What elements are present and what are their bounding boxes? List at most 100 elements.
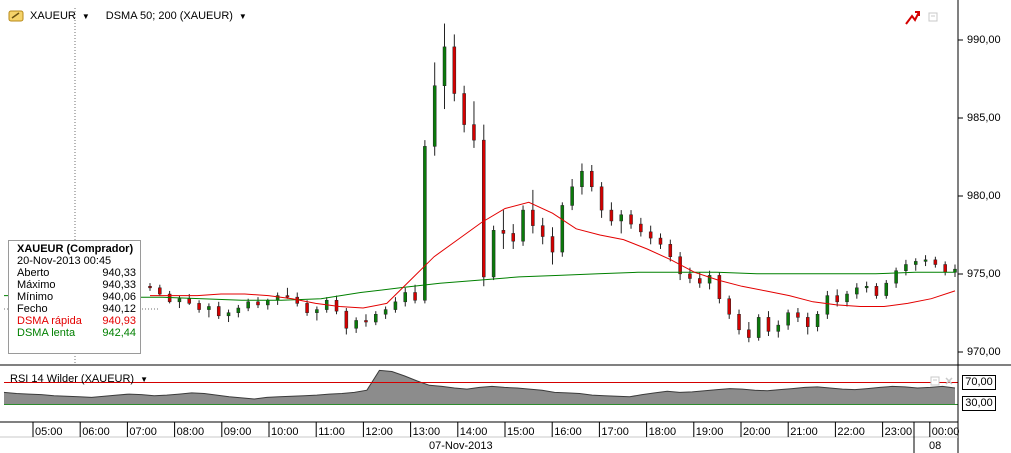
x-tick-label: 11:00 — [318, 426, 345, 438]
candle-body — [148, 286, 152, 289]
candle-body — [187, 298, 192, 304]
candle-body — [207, 306, 211, 310]
x-tick-label: 17:00 — [601, 426, 629, 438]
candle-body — [236, 307, 241, 313]
candle-body — [894, 270, 898, 284]
candle-body — [531, 209, 535, 226]
y-tick-label: 970,00 — [967, 346, 1001, 358]
candle-body — [256, 301, 260, 306]
x-tick-label: 23:00 — [884, 426, 913, 438]
x-tick-label: 21:00 — [790, 426, 818, 438]
candle-body — [197, 303, 201, 310]
x-tick-label: 08:00 — [176, 426, 205, 438]
candle-body — [874, 286, 879, 296]
candle-body — [845, 293, 849, 303]
pencil-icon[interactable] — [8, 9, 24, 23]
info-row-close: Fecho 940,12 — [17, 303, 136, 315]
candle-body — [590, 170, 594, 188]
candle-body — [354, 320, 358, 329]
x-tick-label: 14:00 — [459, 426, 488, 438]
candle-body — [923, 259, 928, 262]
candle-body — [766, 317, 771, 332]
candle-body — [688, 273, 692, 279]
rsi-dropdown-icon[interactable]: ▼ — [140, 374, 148, 384]
candle-body — [364, 320, 368, 323]
x-tick-label: 05:00 — [35, 426, 63, 438]
candle-body — [619, 214, 623, 222]
candle-body — [629, 214, 633, 225]
rsi-header: RSI 14 Wilder (XAUEUR) ▼ — [10, 373, 148, 385]
rsi-lower-level-tag: 30,00 — [962, 396, 996, 411]
candle-body — [580, 170, 584, 188]
candle-body — [266, 300, 270, 306]
symbol-dropdown-icon[interactable]: ▼ — [81, 11, 90, 21]
candle-body — [501, 230, 506, 234]
candle-body — [374, 314, 378, 323]
x-date-label: 07-Nov-2013 — [429, 440, 493, 452]
candle-body — [491, 230, 496, 278]
y-tick-label: 975,00 — [967, 268, 1001, 280]
candle-body — [550, 236, 555, 253]
candle-body — [717, 275, 722, 299]
candle-body — [599, 186, 604, 211]
rsi-maximize-icon[interactable] — [930, 376, 940, 386]
candle-body — [216, 306, 221, 317]
x-tick-label: 16:00 — [554, 426, 582, 438]
info-row-low: Mínimo 940,06 — [17, 291, 136, 303]
candle-body — [344, 310, 349, 329]
candle-body — [226, 312, 231, 317]
candle-body — [432, 85, 437, 147]
candle-body — [786, 312, 790, 326]
candle-body — [560, 205, 565, 253]
candle-body — [737, 314, 741, 331]
candle-body — [442, 46, 447, 86]
candle-body — [609, 209, 614, 222]
candle-body — [815, 314, 820, 327]
info-row-high: Máximo 940,33 — [17, 279, 136, 291]
candle-body — [158, 287, 162, 295]
y-tick-label: 990,00 — [967, 34, 1001, 46]
rsi-label[interactable]: RSI 14 Wilder (XAUEUR) — [10, 373, 135, 385]
candle-body — [864, 286, 869, 289]
candle-body — [285, 295, 290, 298]
y-tick-label: 980,00 — [967, 190, 1001, 202]
info-title: XAUEUR (Comprador) — [17, 243, 134, 255]
candle-body — [462, 93, 466, 125]
rsi-upper-level-tag: 70,00 — [962, 375, 996, 390]
candle-body — [570, 186, 574, 206]
candle-body — [482, 139, 486, 278]
candle-body — [943, 264, 947, 273]
candle-body — [668, 244, 673, 257]
x-tick-label: 07:00 — [129, 426, 157, 438]
dsma-slow-line — [4, 271, 955, 301]
candle-body — [452, 46, 457, 94]
candle-body — [825, 295, 830, 315]
x-tick-label: 09:00 — [223, 426, 252, 438]
info-row-open: Aberto 940,33 — [17, 267, 136, 279]
candle-body — [855, 287, 859, 295]
indicator-dropdown-icon[interactable]: ▼ — [238, 11, 247, 21]
candle-body — [913, 261, 918, 265]
candle-body — [747, 329, 751, 338]
candle-body — [884, 282, 889, 296]
x-tick-label: 13:00 — [412, 426, 441, 438]
candle-body — [933, 259, 938, 265]
rsi-close-icon[interactable] — [944, 376, 954, 386]
candle-body — [315, 309, 319, 313]
dsma-fast-line — [150, 201, 956, 309]
chart-header: XAUEUR ▼ DSMA 50; 200 (XAUEUR) ▼ — [8, 9, 247, 23]
candle-body — [756, 317, 761, 338]
symbol-label[interactable]: XAUEUR — [30, 10, 76, 22]
x-tick-label: 19:00 — [695, 426, 724, 438]
candle-body — [511, 233, 515, 242]
x-tick-label: 18:00 — [648, 426, 677, 438]
indicator-label[interactable]: DSMA 50; 200 (XAUEUR) — [105, 10, 233, 22]
maximize-icon[interactable] — [928, 12, 938, 22]
x-tick-label: 20:00 — [743, 426, 771, 438]
x-tick-label: 00:00 — [931, 426, 960, 438]
trend-arrow-icon[interactable] — [904, 10, 920, 26]
candle-body — [904, 264, 908, 271]
candle-body — [246, 301, 250, 309]
info-date: 20-Nov-2013 00:45 — [17, 255, 112, 267]
